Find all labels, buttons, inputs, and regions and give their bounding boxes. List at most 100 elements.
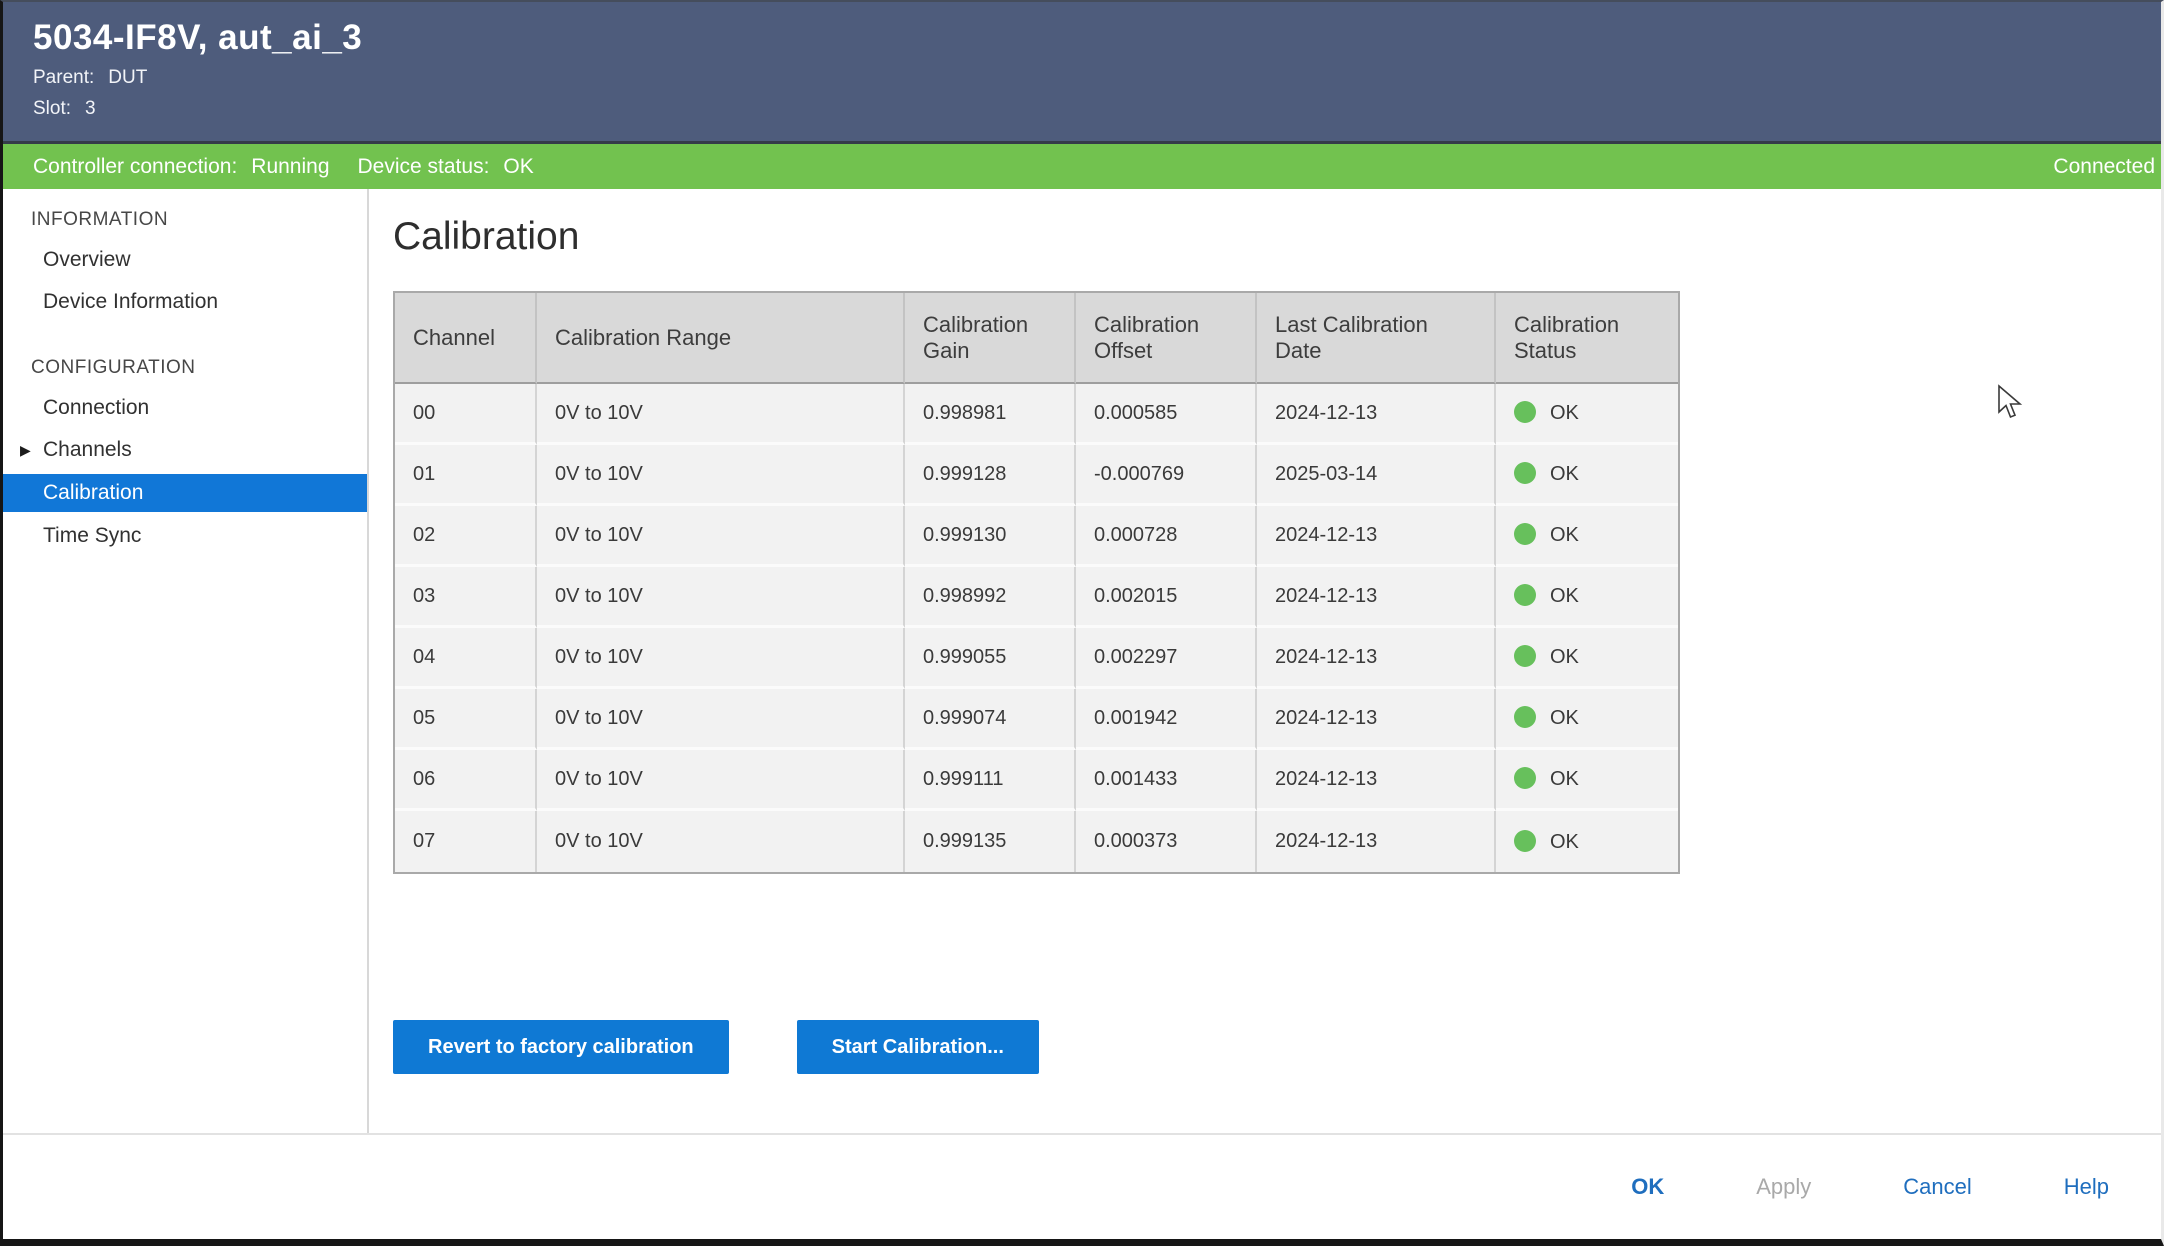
device-status-label: Device status: xyxy=(357,154,490,178)
cell-channel: 02 xyxy=(395,506,537,567)
table-row: 05 0V to 10V 0.999074 0.001942 2024-12-1… xyxy=(395,689,1678,750)
body: INFORMATION Overview Device Information … xyxy=(3,189,2161,1133)
cell-offset: 0.000373 xyxy=(1076,811,1257,872)
column-header-channel: Channel xyxy=(395,293,537,384)
column-header-calibration-offset: Calibration Offset xyxy=(1076,293,1257,384)
sidebar-item-label: Time Sync xyxy=(43,524,142,547)
cell-gain: 0.999135 xyxy=(905,811,1076,872)
device-title: 5034-IF8V, aut_ai_3 xyxy=(33,18,363,57)
status-text: OK xyxy=(1550,524,1579,546)
device-header: 5034-IF8V, aut_ai_3 Parent: DUT Slot: 3 xyxy=(3,2,2161,144)
sidebar-item-time-sync[interactable]: Time Sync xyxy=(3,515,367,557)
controller-connection-label: Controller connection: xyxy=(33,154,238,178)
sidebar-item-label: Device Information xyxy=(43,290,219,313)
cell-range: 0V to 10V xyxy=(537,384,905,445)
parent-label: Parent: xyxy=(33,67,95,88)
cell-status: OK xyxy=(1496,628,1678,689)
nav-section-information: INFORMATION Overview Device Information xyxy=(3,201,367,323)
column-header-calibration-status: Calibration Status xyxy=(1496,293,1678,384)
cell-offset: 0.002015 xyxy=(1076,567,1257,628)
sidebar-item-channels[interactable]: ▶ Channels xyxy=(3,429,367,471)
status-bar: Controller connection: Running Device stat… xyxy=(3,144,2161,189)
table-row: 04 0V to 10V 0.999055 0.002297 2024-12-1… xyxy=(395,628,1678,689)
slot-value: 3 xyxy=(85,98,96,119)
table-row: 02 0V to 10V 0.999130 0.000728 2024-12-1… xyxy=(395,506,1678,567)
status-text: OK xyxy=(1550,463,1579,485)
cell-status: OK xyxy=(1496,445,1678,506)
page-title: Calibration xyxy=(393,215,580,258)
cell-date: 2024-12-13 xyxy=(1257,506,1496,567)
sidebar-item-device-information[interactable]: Device Information xyxy=(3,281,367,323)
cell-date: 2024-12-13 xyxy=(1257,750,1496,811)
sidebar-item-label: Overview xyxy=(43,248,131,271)
status-ok-dot-icon xyxy=(1514,767,1536,789)
cell-channel: 05 xyxy=(395,689,537,750)
slot-label: Slot: xyxy=(33,98,72,119)
help-button[interactable]: Help xyxy=(2063,1173,2109,1199)
sidebar-item-calibration[interactable]: Calibration xyxy=(3,474,367,512)
cell-offset: 0.000585 xyxy=(1076,384,1257,445)
table-row: 03 0V to 10V 0.998992 0.002015 2024-12-1… xyxy=(395,567,1678,628)
chevron-right-icon[interactable]: ▶ xyxy=(20,442,31,458)
cell-channel: 07 xyxy=(395,811,537,872)
table-row: 01 0V to 10V 0.999128 -0.000769 2025-03-… xyxy=(395,445,1678,506)
device-parent-row: Parent: DUT xyxy=(33,67,2161,89)
cell-date: 2025-03-14 xyxy=(1257,445,1496,506)
parent-value: DUT xyxy=(108,67,148,88)
status-ok-dot-icon xyxy=(1514,584,1536,606)
start-calibration-button[interactable]: Start Calibration... xyxy=(796,1020,1039,1074)
cell-gain: 0.999111 xyxy=(905,750,1076,811)
status-text: OK xyxy=(1550,402,1579,424)
section-label-configuration: CONFIGURATION xyxy=(31,357,196,378)
cell-date: 2024-12-13 xyxy=(1257,811,1496,872)
nav-section-configuration: CONFIGURATION Connection ▶ Channels Cali… xyxy=(3,349,367,557)
cell-gain: 0.998981 xyxy=(905,384,1076,445)
cell-range: 0V to 10V xyxy=(537,750,905,811)
cell-date: 2024-12-13 xyxy=(1257,628,1496,689)
status-ok-dot-icon xyxy=(1514,401,1536,423)
header-row: Channel Calibration Range Calibration Ga… xyxy=(395,293,1678,384)
status-text: OK xyxy=(1550,646,1579,668)
status-ok-dot-icon xyxy=(1514,523,1536,545)
cell-status: OK xyxy=(1496,689,1678,750)
cell-offset: -0.000769 xyxy=(1076,445,1257,506)
cell-status: OK xyxy=(1496,750,1678,811)
ok-button[interactable]: OK xyxy=(1631,1173,1665,1199)
apply-button[interactable]: Apply xyxy=(1756,1173,1812,1199)
column-header-last-calibration-date: Last Calibration Date xyxy=(1257,293,1496,384)
section-label-information: INFORMATION xyxy=(31,209,169,230)
status-text: OK xyxy=(1550,768,1579,790)
cell-gain: 0.999128 xyxy=(905,445,1076,506)
sidebar-item-label: Connection xyxy=(43,396,150,419)
status-ok-dot-icon xyxy=(1514,462,1536,484)
controller-connection-value: Running xyxy=(251,154,330,178)
sidebar-item-overview[interactable]: Overview xyxy=(3,239,367,281)
status-text: OK xyxy=(1550,830,1579,853)
cell-gain: 0.999074 xyxy=(905,689,1076,750)
calibration-table-header: Channel Calibration Range Calibration Ga… xyxy=(395,293,1678,384)
device-slot-row: Slot: 3 xyxy=(33,98,2161,120)
cell-range: 0V to 10V xyxy=(537,506,905,567)
cancel-button[interactable]: Cancel xyxy=(1903,1173,1972,1199)
calibration-table: Channel Calibration Range Calibration Ga… xyxy=(393,291,1680,874)
status-ok-dot-icon xyxy=(1514,645,1536,667)
dialog-footer: OK Apply Cancel Help xyxy=(3,1133,2161,1238)
sidebar-nav: INFORMATION Overview Device Information … xyxy=(3,189,369,1133)
cell-date: 2024-12-13 xyxy=(1257,567,1496,628)
cell-offset: 0.001433 xyxy=(1076,750,1257,811)
sidebar-item-connection[interactable]: Connection xyxy=(3,387,367,429)
revert-to-factory-calibration-button[interactable]: Revert to factory calibration xyxy=(393,1020,729,1074)
cell-status: OK xyxy=(1496,384,1678,445)
cell-range: 0V to 10V xyxy=(537,689,905,750)
table-row: 07 0V to 10V 0.999135 0.000373 2024-12-1… xyxy=(395,811,1678,872)
cell-range: 0V to 10V xyxy=(537,567,905,628)
cell-range: 0V to 10V xyxy=(537,445,905,506)
main-content: Calibration Channel Calibration Range Ca… xyxy=(369,189,2161,1133)
status-ok-dot-icon xyxy=(1514,829,1536,852)
cell-channel: 00 xyxy=(395,384,537,445)
table-row: 06 0V to 10V 0.999111 0.001433 2024-12-1… xyxy=(395,750,1678,811)
column-header-calibration-gain: Calibration Gain xyxy=(905,293,1076,384)
cell-date: 2024-12-13 xyxy=(1257,384,1496,445)
cell-range: 0V to 10V xyxy=(537,811,905,872)
